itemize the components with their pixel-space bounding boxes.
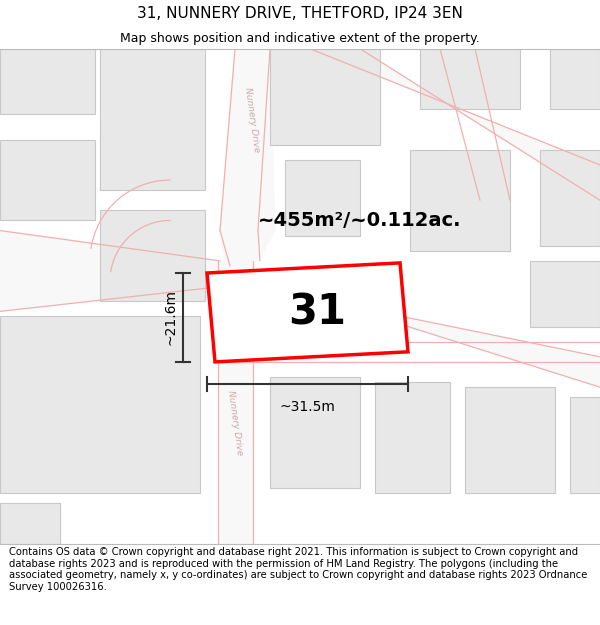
Polygon shape [0,139,95,221]
Polygon shape [0,49,95,114]
Polygon shape [310,49,600,200]
Polygon shape [530,261,600,326]
Text: Nunnery Drive: Nunnery Drive [243,86,261,152]
Polygon shape [253,286,600,387]
Polygon shape [570,398,600,493]
Text: Contains OS data © Crown copyright and database right 2021. This information is : Contains OS data © Crown copyright and d… [9,547,587,592]
Polygon shape [0,503,60,544]
Text: 31, NUNNERY DRIVE, THETFORD, IP24 3EN: 31, NUNNERY DRIVE, THETFORD, IP24 3EN [137,6,463,21]
Polygon shape [410,150,510,251]
Polygon shape [218,261,253,544]
Polygon shape [540,150,600,246]
Text: ~455m²/~0.112ac.: ~455m²/~0.112ac. [258,211,462,230]
Text: Nunnery Drive: Nunnery Drive [226,389,244,456]
Polygon shape [550,49,600,109]
Polygon shape [100,49,205,190]
Polygon shape [100,211,205,301]
Polygon shape [0,316,200,493]
Polygon shape [220,49,275,261]
Polygon shape [375,382,450,493]
Polygon shape [270,377,360,488]
Polygon shape [270,49,380,145]
Polygon shape [465,387,555,493]
Polygon shape [207,263,408,362]
Polygon shape [420,49,520,109]
Text: Map shows position and indicative extent of the property.: Map shows position and indicative extent… [120,31,480,44]
Polygon shape [285,160,360,236]
Text: ~21.6m: ~21.6m [164,289,178,346]
Text: 31: 31 [289,291,347,333]
Polygon shape [0,231,225,311]
Text: ~31.5m: ~31.5m [280,400,335,414]
